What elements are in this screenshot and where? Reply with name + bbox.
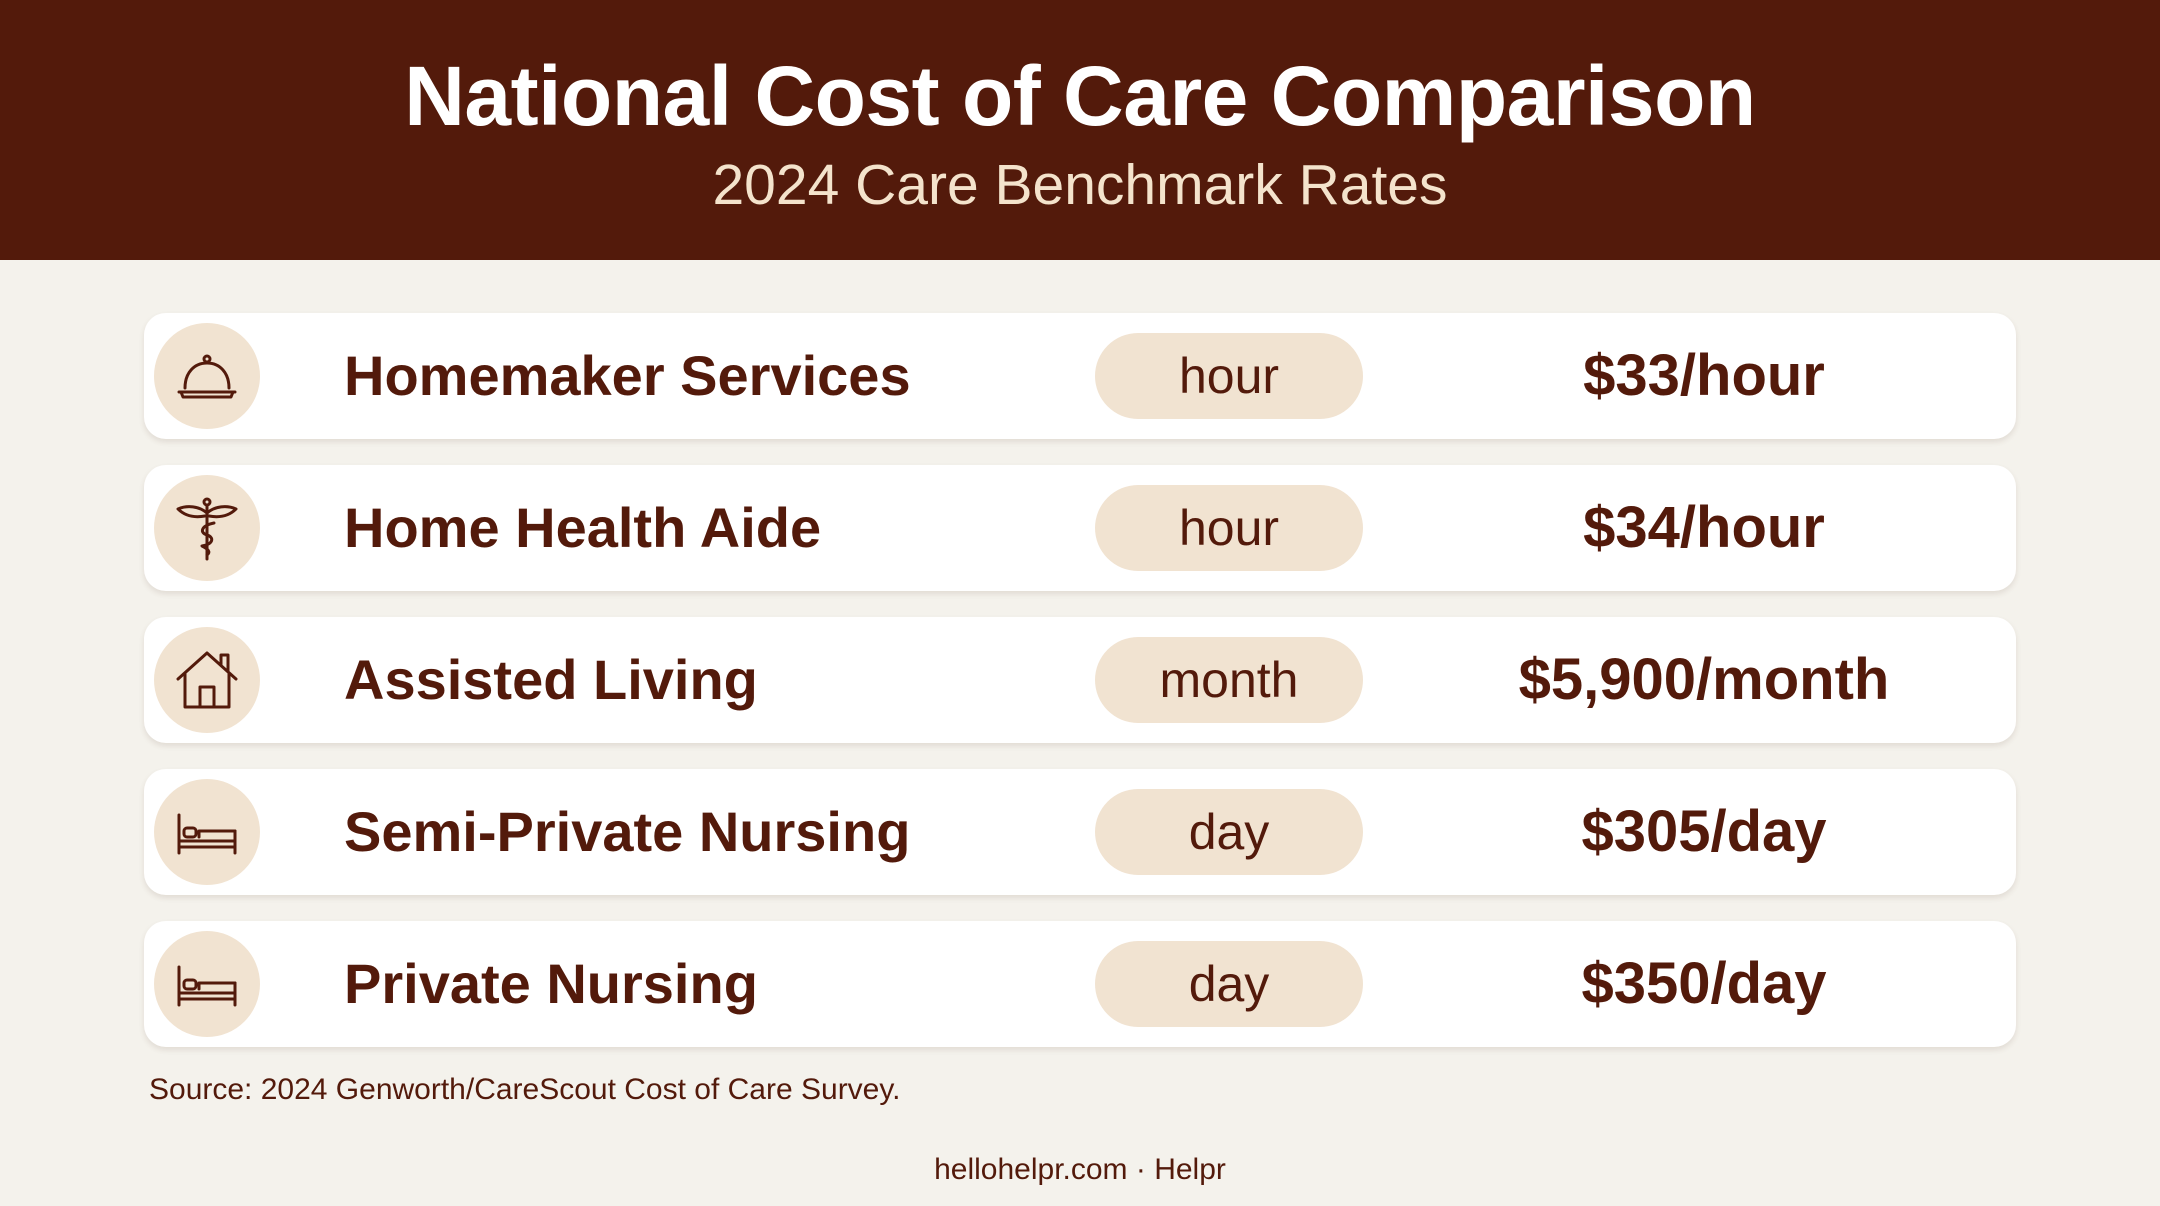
price-value: $350/day [1581,951,1827,1016]
unit-badge: day [1095,789,1363,875]
price-value: $33/hour [1583,343,1825,408]
source-note: Source: 2024 Genworth/CareScout Cost of … [149,1073,901,1106]
page-title: National Cost of Care Comparison [404,49,1756,143]
row-label: Semi-Private Nursing [344,800,911,863]
row-label: Homemaker Services [344,344,911,407]
service-bell-icon [154,323,260,429]
header-banner: National Cost of Care Comparison 2024 Ca… [0,0,2160,260]
unit-badge: hour [1095,485,1363,571]
footer-credit: hellohelpr.com · Helpr [934,1153,1226,1186]
page-subtitle: 2024 Care Benchmark Rates [712,153,1448,217]
price-value: $5,900/month [1518,647,1890,712]
cost-list: Homemaker Services hour $33/hour Home He… [144,313,2016,1073]
unit-badge: month [1095,637,1363,723]
cost-row-assisted-living: Assisted Living month $5,900/month [144,617,2016,743]
price-value: $305/day [1581,799,1827,864]
cost-row-homemaker-services: Homemaker Services hour $33/hour [144,313,2016,439]
row-label: Home Health Aide [344,496,822,559]
bed-icon [154,779,260,885]
unit-badge: hour [1095,333,1363,419]
caduceus-icon [154,475,260,581]
cost-row-semi-private-nursing: Semi-Private Nursing day $305/day [144,769,2016,895]
price-value: $34/hour [1583,495,1825,560]
bed-icon [154,931,260,1037]
row-label: Private Nursing [344,952,758,1015]
house-icon [154,627,260,733]
row-label: Assisted Living [344,648,758,711]
cost-row-home-health-aide: Home Health Aide hour $34/hour [144,465,2016,591]
cost-row-private-nursing: Private Nursing day $350/day [144,921,2016,1047]
unit-badge: day [1095,941,1363,1027]
